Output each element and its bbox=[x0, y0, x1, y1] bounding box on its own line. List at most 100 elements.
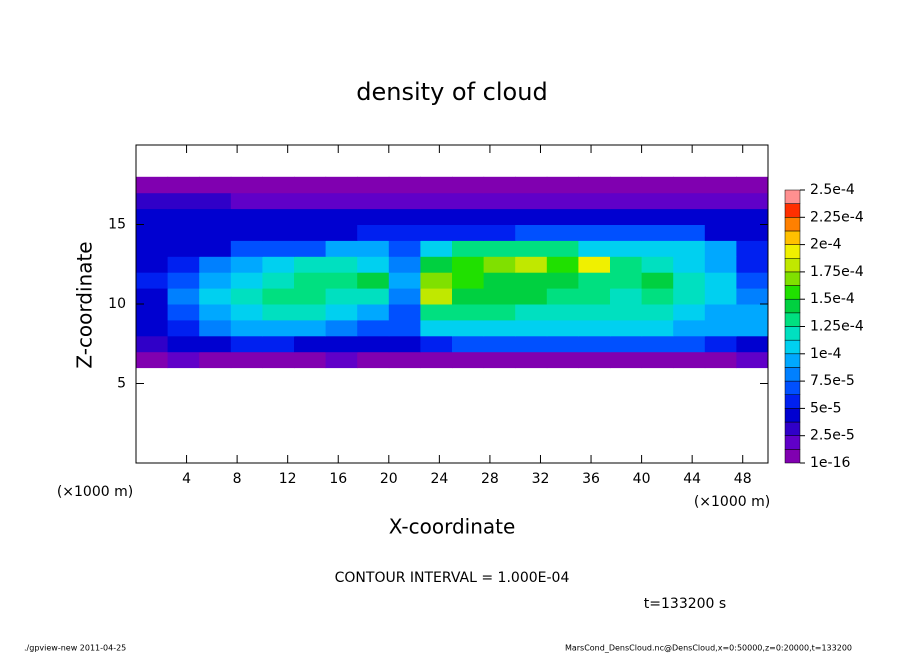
x-tick-label: 44 bbox=[683, 471, 701, 487]
cell bbox=[136, 176, 169, 194]
colorbar-label: 2.25e-4 bbox=[810, 209, 864, 225]
cell bbox=[357, 319, 390, 337]
cell bbox=[388, 335, 421, 353]
cell bbox=[452, 240, 485, 257]
cell bbox=[578, 208, 611, 225]
cell bbox=[673, 240, 706, 257]
cell bbox=[515, 288, 548, 305]
cell bbox=[704, 192, 737, 210]
x-tick-label: 16 bbox=[329, 471, 347, 487]
cell bbox=[515, 319, 548, 337]
cell bbox=[262, 335, 295, 353]
cell bbox=[357, 335, 390, 353]
cell bbox=[136, 288, 169, 305]
colorbar-swatch bbox=[784, 189, 801, 204]
cell bbox=[420, 335, 453, 353]
cell bbox=[167, 288, 200, 305]
cell bbox=[136, 192, 169, 210]
cell bbox=[641, 304, 674, 321]
x-tick-label: 32 bbox=[532, 471, 550, 487]
colorbar-label: 7.5e-5 bbox=[810, 373, 855, 389]
x-unit: (×1000 m) bbox=[694, 494, 770, 510]
cell bbox=[388, 192, 421, 210]
cell bbox=[452, 208, 485, 225]
cell bbox=[452, 304, 485, 321]
cell bbox=[136, 256, 169, 273]
cell bbox=[515, 208, 548, 225]
cell bbox=[325, 256, 358, 273]
cell bbox=[420, 192, 453, 210]
x-tick-label: 4 bbox=[182, 471, 191, 487]
cell bbox=[452, 351, 485, 369]
cell bbox=[325, 351, 358, 369]
cell bbox=[294, 208, 327, 225]
colorbar-swatch bbox=[784, 449, 801, 464]
time-note: t=133200 s bbox=[644, 596, 726, 612]
cell bbox=[325, 335, 358, 353]
cell bbox=[641, 256, 674, 273]
cell bbox=[230, 335, 263, 353]
cell bbox=[483, 351, 516, 369]
cell bbox=[736, 304, 769, 321]
cell bbox=[704, 288, 737, 305]
cell bbox=[641, 272, 674, 289]
colorbar-swatch bbox=[784, 353, 801, 368]
cell bbox=[136, 240, 169, 257]
cell bbox=[610, 351, 643, 369]
x-unit: (×1000 m) bbox=[57, 484, 133, 500]
colorbar-swatch bbox=[784, 312, 801, 327]
cell bbox=[610, 256, 643, 273]
cell bbox=[294, 176, 327, 194]
cell bbox=[294, 288, 327, 305]
cell bbox=[515, 304, 548, 321]
cell bbox=[357, 272, 390, 289]
cell bbox=[546, 304, 579, 321]
colorbar-swatch bbox=[784, 394, 801, 409]
cell bbox=[704, 256, 737, 273]
cell bbox=[641, 335, 674, 353]
cell bbox=[515, 351, 548, 369]
cell bbox=[704, 208, 737, 225]
cell bbox=[515, 256, 548, 273]
cell bbox=[578, 319, 611, 337]
colorbar-label: 1e-4 bbox=[810, 346, 842, 362]
cell bbox=[578, 335, 611, 353]
cell bbox=[262, 192, 295, 210]
cell bbox=[388, 256, 421, 273]
cell bbox=[704, 272, 737, 289]
colorbar-swatch bbox=[784, 217, 801, 232]
cell bbox=[610, 208, 643, 225]
footer: MarsCond_DensCloud.nc@DensCloud,x=0:5000… bbox=[565, 644, 852, 653]
cell bbox=[199, 319, 232, 337]
cell bbox=[136, 319, 169, 337]
cell bbox=[357, 208, 390, 225]
cell bbox=[483, 176, 516, 194]
cell bbox=[641, 176, 674, 194]
cell bbox=[578, 304, 611, 321]
cell bbox=[736, 176, 769, 194]
cell bbox=[483, 319, 516, 337]
cell bbox=[230, 240, 263, 257]
cell bbox=[610, 224, 643, 241]
cell bbox=[515, 335, 548, 353]
cell bbox=[167, 176, 200, 194]
cell bbox=[388, 176, 421, 194]
x-tick-label: 20 bbox=[380, 471, 398, 487]
cell bbox=[483, 272, 516, 289]
cell bbox=[673, 335, 706, 353]
cell bbox=[357, 304, 390, 321]
cell bbox=[230, 288, 263, 305]
cell bbox=[230, 304, 263, 321]
cell bbox=[546, 335, 579, 353]
cell bbox=[483, 256, 516, 273]
cell bbox=[199, 351, 232, 369]
colorbar-swatch bbox=[784, 367, 801, 382]
footer: ./gpview-new 2011-04-25 bbox=[24, 644, 126, 653]
cell bbox=[578, 192, 611, 210]
cell bbox=[610, 304, 643, 321]
cell bbox=[230, 351, 263, 369]
cell bbox=[230, 272, 263, 289]
cell bbox=[294, 224, 327, 241]
cell bbox=[704, 240, 737, 257]
colorbar-label: 5e-5 bbox=[810, 400, 841, 416]
